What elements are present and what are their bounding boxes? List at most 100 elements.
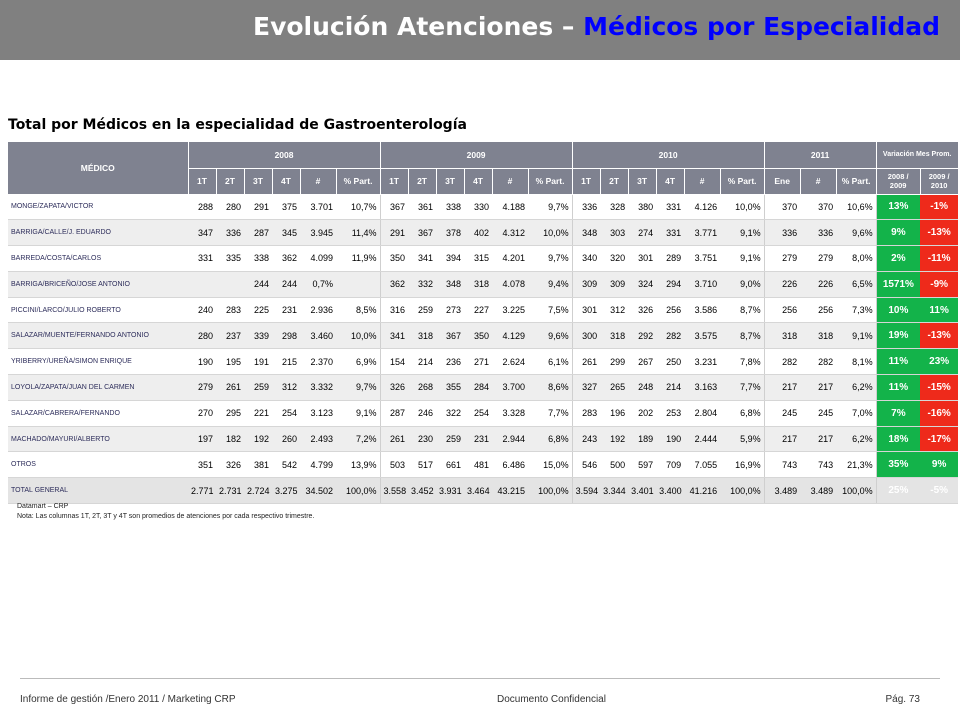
cell-y2010: 303 [600,219,629,247]
cell-y2008: 3.460 [300,322,336,350]
cell-y2010: 301 [628,245,657,272]
cell-y2009: 4.188 [492,194,529,221]
cell-y2011: 226 [764,271,801,298]
cell-y2008: 375 [272,194,300,221]
cell-y2011: 217 [800,426,837,453]
cell-y2008: 192 [244,426,272,453]
cell-y2008: 7,2% [336,426,381,453]
physician-name: MACHADO/MAYURI/ALBERTO [8,426,188,453]
variation-2009-2010: -17% [920,426,959,453]
cell-y2010: 380 [628,194,657,221]
cell-y2010: 326 [628,297,657,324]
footer-left: Informe de gestión /Enero 2011 / Marketi… [20,694,236,705]
cell-y2010: 10,0% [720,194,765,221]
cell-y2010: 250 [656,348,685,376]
variation-2009-2010: 9% [920,451,959,479]
cell-y2010: 331 [656,194,685,221]
cell-y2010: 3.401 [628,477,657,505]
header-2t: 2T [600,168,629,195]
cell-y2011: 3.489 [800,477,837,505]
cell-y2008: 362 [272,245,300,272]
cell-y2010: 294 [656,271,685,298]
cell-y2010: 309 [600,271,629,298]
cell-y2011: 336 [764,219,801,247]
cell-y2009: 316 [380,297,409,324]
cell-y2010: 7,7% [720,374,765,401]
cell-y2008: 4.099 [300,245,336,272]
header-year-2009: 2009 [380,142,573,169]
physician-name: SALAZAR/CABRERA/FERNANDO [8,400,188,427]
variation-2008-2009: 2% [876,245,921,272]
cell-y2008: 231 [272,297,300,324]
variation-2008-2009: 18% [876,426,921,453]
cell-y2009: 291 [380,219,409,247]
cell-y2010: 500 [600,451,629,479]
note-source: Datamart – CRP [17,503,69,510]
cell-y2010: 301 [572,297,601,324]
cell-y2008 [188,271,216,298]
cell-y2011: 743 [800,451,837,479]
cell-y2011: 256 [800,297,837,324]
cell-y2009: 318 [464,271,493,298]
cell-y2011: 100,0% [836,477,877,505]
variation-2008-2009: 35% [876,451,921,479]
cell-y2010: 2.444 [684,426,721,453]
title-part-1: Evolución Atenciones – [253,12,584,41]
header-total: # [800,168,837,195]
cell-y2009: 15,0% [528,451,573,479]
cell-y2010: 256 [656,297,685,324]
cell-y2010: 189 [628,426,657,453]
cell-y2009: 4.129 [492,322,529,350]
cell-y2008: 335 [216,245,244,272]
cell-y2011: 279 [764,245,801,272]
cell-y2010: 3.163 [684,374,721,401]
cell-y2010: 7,8% [720,348,765,376]
variation-2008-2009: 1571% [876,271,921,298]
cell-y2008: 3.275 [272,477,300,505]
cell-y2008: 221 [244,400,272,427]
table-row: MONGE/ZAPATA/VICTOR 288 280 291 375 3.701 10,7… [8,194,959,221]
variation-2009-2010: -11% [920,245,959,272]
cell-y2009: 214 [408,348,437,376]
variation-2009-2010: -1% [920,194,959,221]
cell-y2011: 318 [764,322,801,350]
cell-y2008: 312 [272,374,300,401]
cell-y2009: 9,6% [528,322,573,350]
variation-2008-2009: 7% [876,400,921,427]
cell-y2009: 236 [436,348,465,376]
cell-y2009: 154 [380,348,409,376]
cell-y2009: 661 [436,451,465,479]
cell-y2009: 10,0% [528,219,573,247]
title-part-2: Médicos por Especialidad [583,12,940,41]
cell-y2009: 517 [408,451,437,479]
variation-2008-2009: 9% [876,219,921,247]
physician-name: TOTAL GENERAL [8,477,188,505]
header-2t: 2T [216,168,245,195]
table-row: BARRIGA/CALLE/J. EDUARDO 347 336 287 345 3.94… [8,219,959,247]
table-row: PICCINI/LARCO/JULIO ROBERTO 240 283 225 231 2… [8,297,959,324]
cell-y2010: 9,1% [720,245,765,272]
cell-y2008: 260 [272,426,300,453]
cell-y2009: 378 [436,219,465,247]
cell-y2008: 4.799 [300,451,336,479]
table-row: LOYOLA/ZAPATA/JUAN DEL CARMEN 279 261 259 31… [8,374,959,401]
variation-2008-2009: 10% [876,297,921,324]
cell-y2008: 9,1% [336,400,381,427]
cell-y2008: 2.771 [188,477,216,505]
cell-y2011: 9,1% [836,322,877,350]
cell-y2008: 244 [272,271,300,298]
cell-y2009: 230 [408,426,437,453]
cell-y2008: 345 [272,219,300,247]
cell-y2008: 338 [244,245,272,272]
physician-name: LOYOLA/ZAPATA/JUAN DEL CARMEN [8,374,188,401]
cell-y2009: 367 [436,322,465,350]
cell-y2008: 270 [188,400,216,427]
cell-y2011: 8,1% [836,348,877,376]
header-year-2010: 2010 [572,142,765,169]
header-part: % Part. [336,168,381,195]
cell-y2010: 41.216 [684,477,721,505]
cell-y2009: 2.624 [492,348,529,376]
cell-y2010: 328 [600,194,629,221]
cell-y2010: 3.575 [684,322,721,350]
header-2t: 2T [408,168,437,195]
